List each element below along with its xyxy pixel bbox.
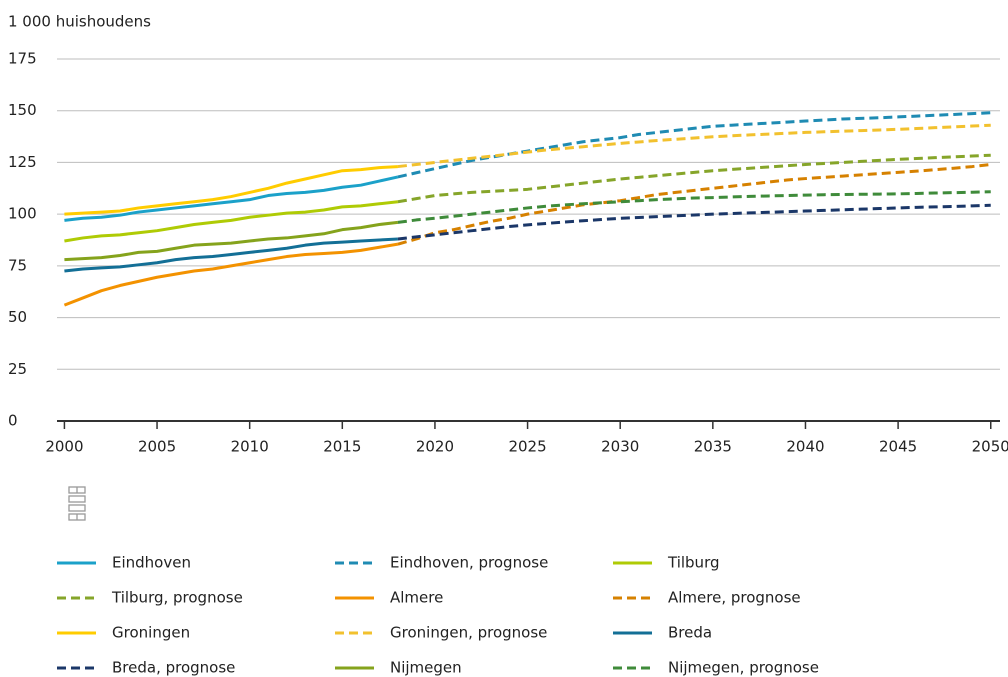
- series-line: [397, 123, 991, 169]
- legend-label: Groningen: [112, 624, 190, 642]
- x-tick-label: 2045: [879, 438, 917, 456]
- y-tick-label: 0: [8, 412, 18, 430]
- legend-label: Breda: [668, 624, 712, 642]
- series-line: [64, 175, 399, 222]
- x-tick-label: 2000: [45, 438, 83, 456]
- x-tick-label: 2030: [601, 438, 639, 456]
- series-line: [64, 237, 398, 273]
- series-line: [397, 153, 991, 204]
- legend-label: Nijmegen: [390, 659, 462, 677]
- x-tick-label: 2010: [231, 438, 269, 456]
- y-axis-label: 1 000 huishoudens: [8, 13, 151, 31]
- series-line: [64, 165, 398, 216]
- series-line: [397, 163, 991, 246]
- legend-label: Groningen, prognose: [390, 624, 547, 642]
- logo: [68, 486, 86, 521]
- series-line: [397, 111, 991, 179]
- series-line: [397, 203, 991, 241]
- legend-label: Almere: [390, 589, 443, 607]
- y-tick-label: 150: [8, 101, 37, 119]
- legend-label: Eindhoven, prognose: [390, 554, 548, 572]
- y-tick-label: 50: [8, 308, 27, 326]
- series-line: [397, 190, 991, 224]
- x-tick-label: 2050: [972, 438, 1008, 456]
- y-tick-label: 175: [8, 50, 37, 68]
- y-tick-label: 75: [8, 256, 27, 274]
- legend-label: Tilburg: [667, 554, 720, 572]
- series-line: [63, 242, 399, 307]
- y-tick-label: 25: [8, 360, 27, 378]
- series-line: [64, 220, 399, 262]
- x-tick-label: 2040: [786, 438, 824, 456]
- series-line: [64, 200, 399, 243]
- legend-label: Tilburg, prognose: [111, 589, 243, 607]
- x-tick-label: 2025: [508, 438, 546, 456]
- x-tick-label: 2035: [694, 438, 732, 456]
- y-tick-label: 100: [8, 205, 37, 223]
- legend-label: Nijmegen, prognose: [668, 659, 819, 677]
- y-tick-label: 125: [8, 153, 37, 171]
- x-tick-label: 2020: [416, 438, 454, 456]
- legend-label: Almere, prognose: [668, 589, 801, 607]
- x-tick-label: 2015: [323, 438, 361, 456]
- legend-label: Breda, prognose: [112, 659, 235, 677]
- legend-label: Eindhoven: [112, 554, 191, 572]
- x-tick-label: 2005: [138, 438, 176, 456]
